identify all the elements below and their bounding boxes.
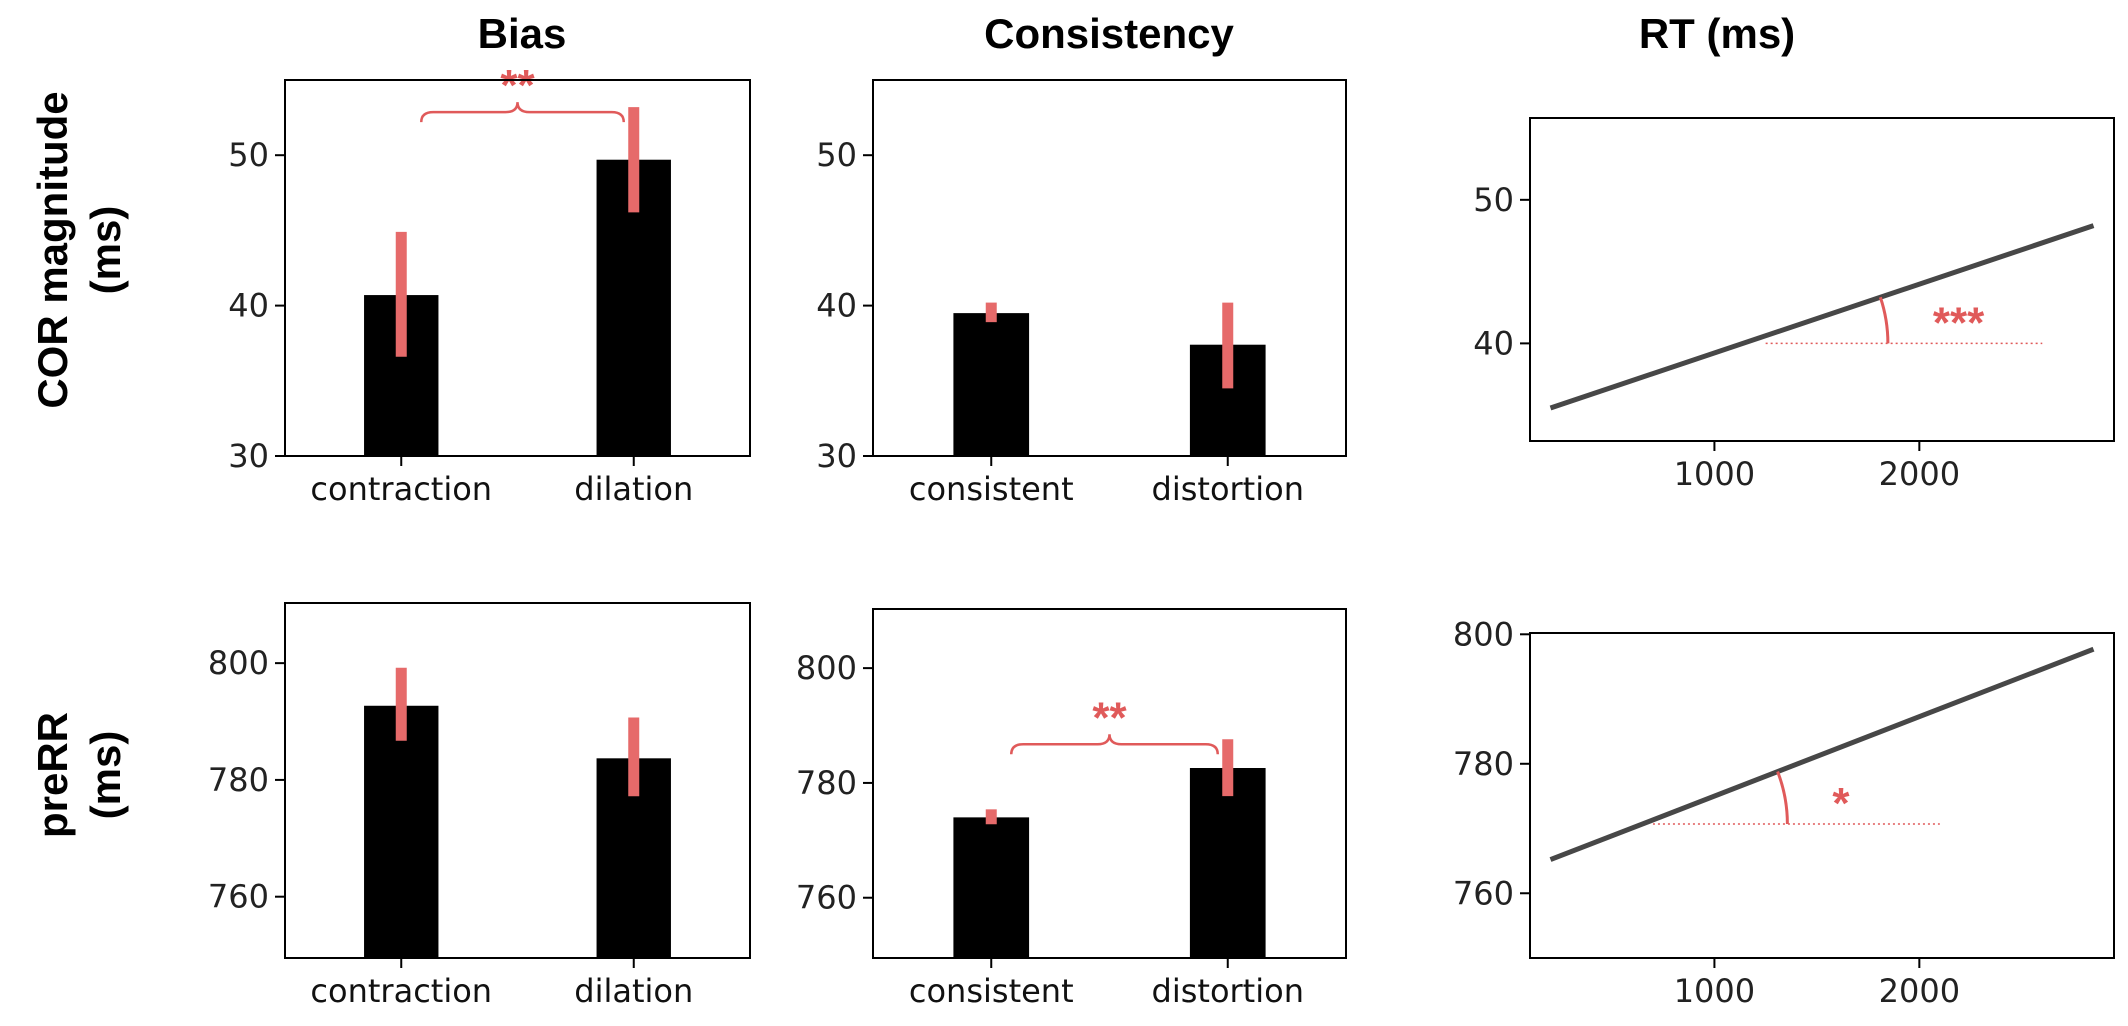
row-title-prerr-line2: (ms) (82, 731, 129, 820)
significance-label: *** (1933, 298, 1985, 347)
y-tick-label: 50 (228, 136, 269, 174)
category-label: consistent (909, 972, 1074, 1010)
significance-bracket (420, 101, 625, 123)
panel-cor-bias: 30 40 50 contraction dilation ** (228, 61, 751, 508)
row-title-cor-line2: (ms) (82, 206, 129, 295)
column-title-rt: RT (ms) (1639, 10, 1795, 57)
panel-cor-consistency: 30 40 50 consistent distortion (816, 79, 1347, 508)
plot-frame (872, 608, 1347, 959)
y-tick-label: 50 (1473, 181, 1514, 219)
column-title-consistency: Consistency (984, 10, 1234, 57)
slope-arc (1776, 771, 1789, 824)
category-label: distortion (1152, 470, 1304, 508)
y-tick-label: 780 (208, 761, 269, 799)
plot-frame (284, 602, 751, 959)
panel-prerr-consistency: 760 780 800 consistent distortion ** (796, 608, 1347, 1010)
row-title-prerr: preRR (ms) (29, 712, 129, 838)
y-tick-label: 800 (796, 649, 857, 687)
category-label: contraction (310, 972, 492, 1010)
y-tick-label: 50 (816, 136, 857, 174)
plot-frame (284, 79, 751, 457)
category-label: dilation (574, 470, 693, 508)
row-title-cor-line1: COR magnitude (29, 91, 76, 408)
bar (953, 313, 1030, 456)
y-tick-label: 30 (228, 437, 269, 475)
row-title-cor: COR magnitude (ms) (29, 91, 129, 408)
bar (1189, 768, 1266, 958)
regression-line (1549, 223, 2095, 411)
bar (364, 705, 439, 958)
y-tick-label: 800 (208, 644, 269, 682)
panel-prerr-rt: 760 780 800 1000 2000 * (1453, 615, 2115, 1010)
y-tick-label: 40 (1473, 324, 1514, 362)
y-tick-label: 760 (796, 879, 857, 917)
y-tick-label: 760 (1453, 874, 1514, 912)
category-label: consistent (909, 470, 1074, 508)
y-tick-label: 30 (816, 437, 857, 475)
significance-label: ** (500, 61, 535, 110)
y-tick-label: 760 (208, 878, 269, 916)
panel-prerr-bias: 760 780 800 contraction dilation (208, 602, 751, 1010)
slope-arc (1878, 296, 1890, 344)
x-tick-label: 1000 (1674, 455, 1755, 493)
category-label: contraction (310, 470, 492, 508)
regression-line (1549, 646, 2095, 862)
y-tick-label: 40 (816, 287, 857, 325)
chart-panels: 30 40 50 contraction dilation ** 30 40 50 consist… (208, 61, 2115, 1010)
significance-bracket (1010, 734, 1219, 755)
plot-frame (1529, 632, 2115, 959)
y-tick-label: 800 (1453, 615, 1514, 653)
y-tick-label: 780 (1453, 745, 1514, 783)
significance-label: ** (1092, 693, 1127, 742)
x-tick-label: 2000 (1879, 972, 1960, 1010)
x-tick-label: 2000 (1879, 455, 1960, 493)
x-tick-label: 1000 (1674, 972, 1755, 1010)
panel-cor-rt: 40 50 1000 2000 *** (1473, 117, 2115, 493)
bar (953, 817, 1030, 958)
row-title-prerr-line1: preRR (29, 712, 76, 838)
plot-frame (1529, 117, 2115, 442)
column-title-bias: Bias (478, 10, 567, 57)
category-label: dilation (574, 972, 693, 1010)
significance-label: * (1832, 779, 1850, 828)
plot-frame (872, 79, 1347, 457)
y-tick-label: 40 (228, 287, 269, 325)
category-label: distortion (1152, 972, 1304, 1010)
y-tick-label: 780 (796, 764, 857, 802)
